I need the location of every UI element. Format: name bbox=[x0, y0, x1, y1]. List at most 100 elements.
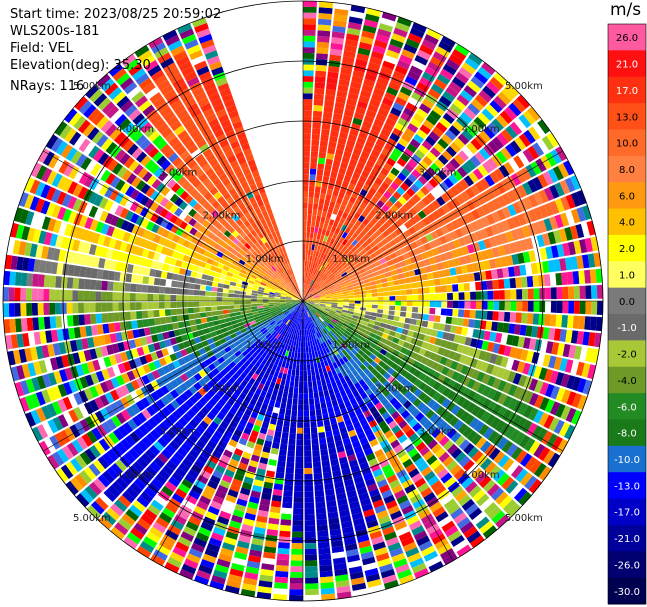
range-gate bbox=[580, 222, 590, 237]
range-gate bbox=[241, 432, 250, 441]
range-gate bbox=[279, 366, 285, 374]
range-gate bbox=[348, 372, 355, 380]
range-gate bbox=[321, 313, 327, 319]
range-gate bbox=[407, 330, 415, 338]
range-gate bbox=[239, 301, 246, 305]
range-gate bbox=[199, 495, 211, 506]
range-gate bbox=[485, 226, 494, 237]
range-gate bbox=[351, 224, 359, 232]
range-gate bbox=[194, 479, 206, 490]
range-gate bbox=[370, 233, 378, 241]
range-gate bbox=[454, 490, 468, 502]
range-gate bbox=[527, 364, 537, 377]
range-gate bbox=[66, 277, 74, 289]
range-gate bbox=[187, 307, 195, 314]
range-gate bbox=[299, 375, 303, 382]
ray bbox=[303, 132, 559, 301]
range-gate bbox=[26, 273, 34, 287]
range-gate bbox=[336, 90, 348, 98]
range-gate bbox=[277, 372, 283, 379]
range-gate bbox=[296, 445, 303, 451]
range-gate bbox=[309, 322, 313, 329]
range-gate bbox=[446, 211, 456, 222]
range-gate bbox=[447, 241, 456, 251]
range-gate bbox=[234, 308, 241, 313]
range-gate bbox=[312, 461, 322, 468]
range-gate bbox=[318, 239, 323, 247]
range-gate bbox=[147, 285, 154, 293]
range-gate bbox=[556, 438, 569, 454]
range-gate bbox=[193, 537, 207, 548]
range-gate bbox=[391, 425, 401, 435]
range-gate bbox=[375, 552, 390, 562]
range-gate bbox=[310, 226, 315, 233]
range-gate bbox=[319, 146, 328, 153]
range-gate bbox=[248, 416, 257, 425]
range-gate bbox=[342, 254, 349, 262]
range-gate bbox=[458, 256, 467, 266]
range-gate bbox=[468, 319, 476, 328]
range-gate bbox=[310, 267, 314, 274]
range-gate bbox=[384, 91, 396, 102]
range-gate bbox=[360, 307, 367, 311]
range-gate bbox=[306, 305, 310, 311]
range-gate bbox=[281, 343, 286, 350]
range-gate bbox=[389, 301, 396, 306]
range-gate bbox=[385, 199, 394, 209]
range-gate bbox=[200, 317, 208, 324]
range-gate bbox=[319, 315, 325, 321]
range-gate bbox=[338, 243, 345, 251]
range-gate bbox=[204, 296, 211, 301]
range-gate bbox=[380, 520, 393, 531]
range-gate bbox=[200, 521, 214, 532]
range-gate bbox=[438, 95, 452, 107]
range-gate bbox=[264, 347, 271, 354]
range-gate bbox=[400, 295, 407, 301]
range-gate bbox=[295, 311, 299, 318]
ray bbox=[303, 301, 532, 506]
range-gate bbox=[332, 551, 346, 559]
range-gate bbox=[571, 393, 582, 408]
range-gate bbox=[454, 182, 465, 193]
range-gate bbox=[279, 354, 285, 362]
range-gate bbox=[167, 556, 182, 569]
range-gate bbox=[261, 492, 272, 501]
range-gate bbox=[297, 311, 300, 318]
range-gate bbox=[331, 299, 338, 301]
range-gate bbox=[353, 445, 363, 454]
range-gate bbox=[295, 340, 299, 347]
range-gate bbox=[356, 180, 365, 189]
range-gate bbox=[292, 398, 298, 405]
range-gate bbox=[309, 404, 315, 411]
range-gate bbox=[579, 285, 586, 299]
range-gate bbox=[354, 291, 361, 295]
range-gate bbox=[401, 132, 412, 143]
range-gate bbox=[229, 281, 237, 287]
range-gate bbox=[319, 559, 332, 566]
range-gate bbox=[340, 224, 348, 232]
range-gate bbox=[89, 313, 97, 325]
range-gate bbox=[351, 355, 359, 363]
range-gate bbox=[420, 185, 430, 196]
range-gate bbox=[374, 321, 381, 327]
range-gate bbox=[325, 270, 331, 276]
range-gate bbox=[474, 319, 481, 329]
range-gate bbox=[456, 274, 464, 283]
range-gate bbox=[327, 71, 339, 79]
range-gate bbox=[408, 343, 416, 352]
range-gate bbox=[255, 387, 262, 396]
range-gate bbox=[283, 420, 290, 428]
range-gate bbox=[304, 312, 307, 319]
range-gate bbox=[333, 334, 339, 341]
range-gate bbox=[458, 455, 471, 468]
range-gate bbox=[526, 276, 534, 288]
range-gate bbox=[282, 391, 289, 398]
range-gate bbox=[309, 287, 315, 293]
range-gate bbox=[480, 190, 491, 203]
range-gate bbox=[386, 186, 396, 195]
range-gate bbox=[432, 381, 442, 391]
range-gate bbox=[416, 108, 428, 119]
range-gate bbox=[389, 330, 396, 337]
range-gate bbox=[311, 255, 316, 263]
range-gate bbox=[313, 282, 318, 288]
